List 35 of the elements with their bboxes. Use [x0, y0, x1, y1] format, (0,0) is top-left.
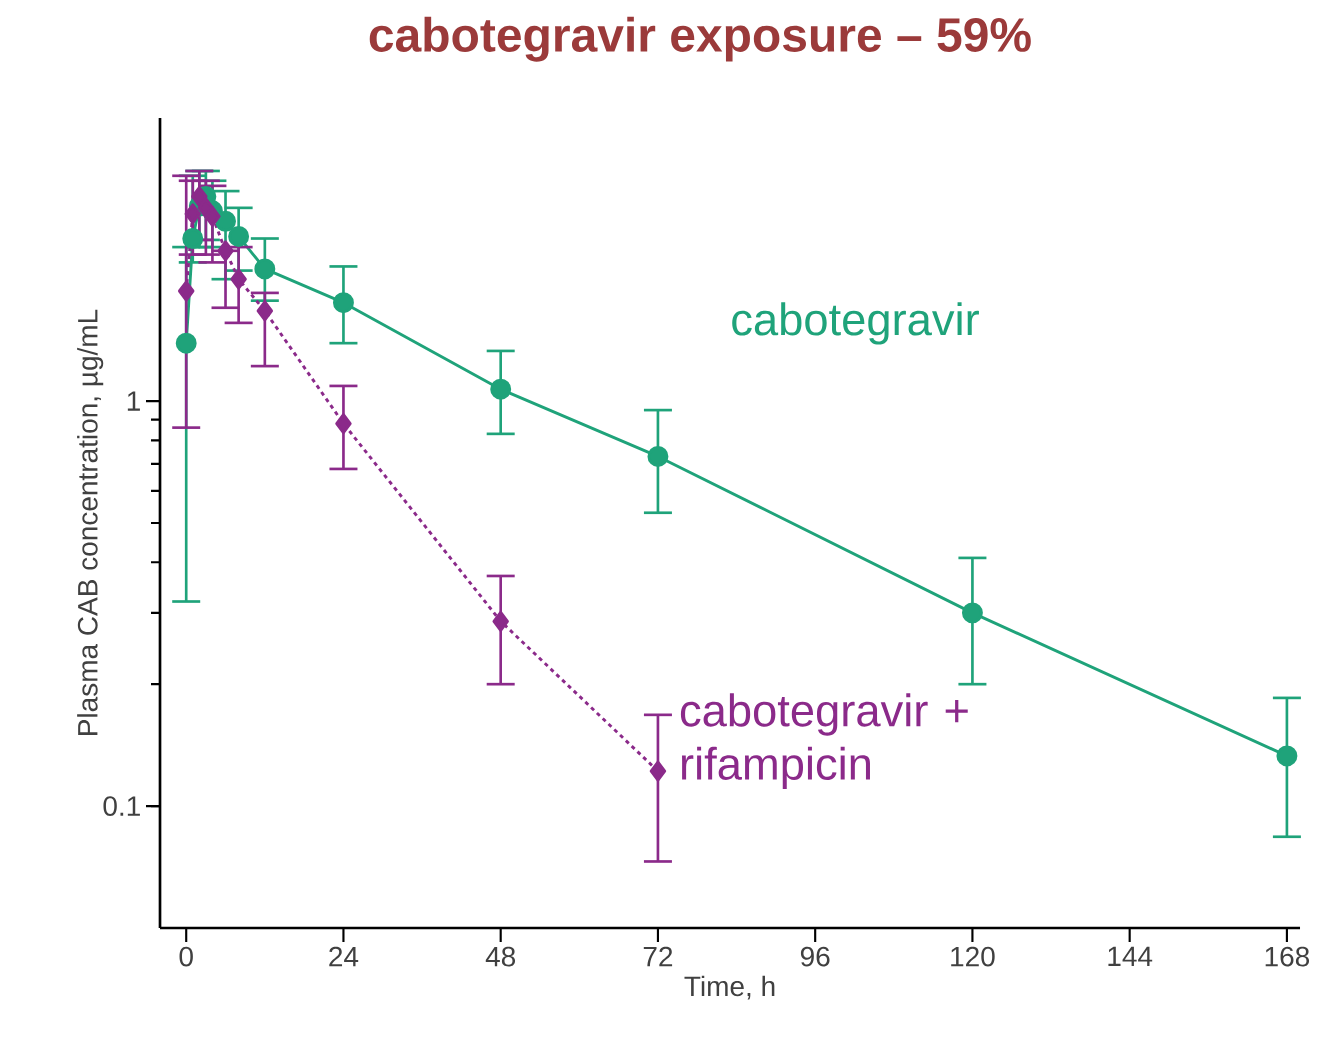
point — [184, 203, 201, 225]
point — [191, 186, 208, 207]
point — [217, 240, 234, 262]
x-tick-label: 72 — [643, 946, 673, 967]
x-tick-label: 48 — [485, 946, 516, 967]
point — [492, 610, 509, 632]
y-tick-label: 1 — [127, 391, 140, 411]
point — [230, 268, 247, 290]
y-axis-title: Plasma CAB concentration, µg/mL — [77, 309, 104, 735]
point — [961, 602, 983, 624]
x-tick-label: 96 — [800, 946, 830, 967]
point — [204, 205, 221, 227]
point — [1276, 745, 1298, 767]
chart-title: cabotegravir exposure – 59% — [369, 16, 1031, 62]
point — [175, 332, 197, 354]
x-tick-label: 120 — [951, 946, 995, 967]
x-tick-label: 168 — [1265, 946, 1310, 967]
point — [228, 225, 250, 247]
point — [490, 378, 512, 400]
point — [177, 280, 195, 302]
x-tick-label: 144 — [1108, 946, 1153, 966]
x-axis-title: Time, h — [684, 975, 775, 1000]
point — [332, 292, 354, 314]
series-label: cabotegravir + rifampicin — [680, 693, 968, 789]
x-tick-label: 0 — [179, 946, 193, 967]
point — [649, 760, 667, 782]
x-tick-label: 24 — [329, 946, 359, 967]
text: cabotegravir — [732, 302, 979, 345]
point — [182, 228, 204, 249]
y-tick-label: 0.1 — [103, 796, 140, 816]
point — [254, 258, 276, 280]
point — [256, 300, 274, 322]
point — [215, 210, 236, 232]
point — [647, 445, 669, 467]
point — [335, 413, 352, 435]
